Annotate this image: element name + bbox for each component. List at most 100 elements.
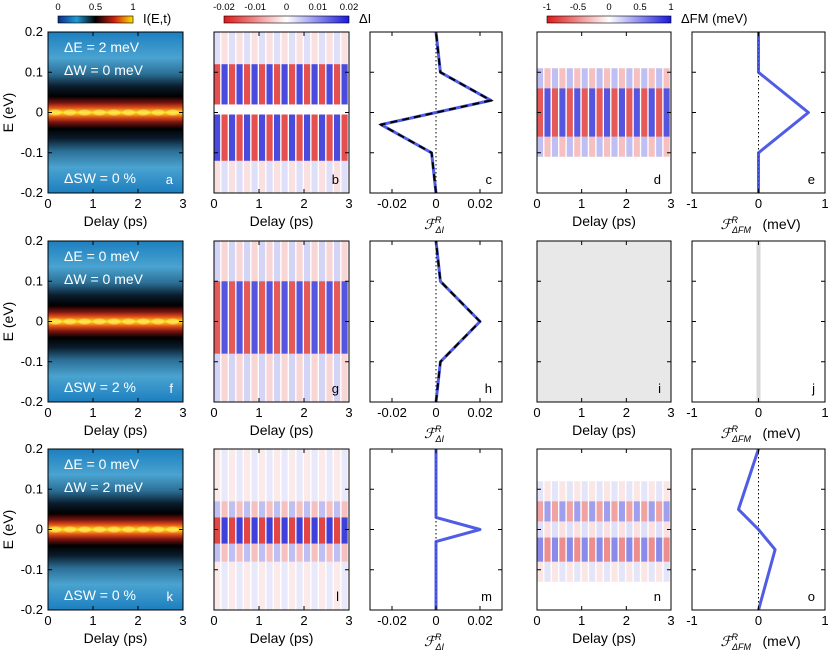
panel-letter: c [486,172,493,187]
y-axis-label: E (eV) [0,510,16,550]
profile-curve-fit [378,31,494,194]
x-tick-label: 3 [179,405,186,420]
x-tick-label: 0 [533,613,540,628]
x-axis-label: Delay (ps) [84,213,148,229]
colorbar-tick: -0.02 [213,2,235,13]
profile-curve [737,448,777,611]
x-axis-label: ℱR ΔI [424,424,445,444]
colorbar-dI [223,15,350,24]
x-tick-label: 0 [432,613,439,628]
x-axis-unit: (meV) [763,633,801,649]
difference-map [537,32,671,193]
x-tick-label: 1 [578,196,585,211]
x-tick-label: 0 [44,196,51,211]
x-tick-label: 0.02 [467,196,492,211]
x-tick-label: 1 [89,613,96,628]
panel-letter: j [811,381,815,396]
colorbar-tick: 0.5 [633,2,646,13]
param-delta-sw: ΔSW = 0 % [64,170,136,186]
y-tick-label: 0.2 [25,233,43,248]
x-tick-label: 2 [134,405,141,420]
x-tick-label: 3 [179,196,186,211]
colorbar-tick: 0 [284,2,289,13]
y-tick-label: 0 [36,522,43,537]
colorbar-tick: -1 [543,2,551,13]
colorbar-label: ΔFM (meV) [681,11,747,26]
x-tick-label: -1 [686,405,698,420]
x-tick-label: 0 [755,405,762,420]
param-delta-sw: ΔSW = 2 % [64,379,136,395]
panel-letter: b [332,172,339,187]
panel-letter: k [167,589,174,604]
x-axis-unit: (meV) [763,425,801,441]
x-axis-label: Delay (ps) [84,422,148,438]
colorbar-tick: -0.01 [244,2,266,13]
x-tick-label: 1 [89,405,96,420]
x-tick-label: 0.02 [467,613,492,628]
x-tick-label: 2 [300,196,307,211]
param-delta-e: ΔE = 0 meV [64,248,140,264]
colorbar-dFM [546,15,672,24]
difference-map [214,32,349,193]
panel-letter: f [169,381,173,396]
x-tick-label: 1 [255,405,262,420]
x-tick-label: 0 [210,613,217,628]
difference-map [537,449,671,610]
x-tick-label: 0 [210,196,217,211]
param-delta-w: ΔW = 0 meV [64,62,144,78]
x-tick-label: 2 [300,613,307,628]
intensity-map [48,32,183,193]
colorbar-label: I(E,t) [143,11,171,26]
x-tick-label: 1 [255,196,262,211]
param-delta-w: ΔW = 0 meV [64,271,144,287]
x-axis-label: ℱR ΔFM [721,632,752,652]
x-tick-label: 0 [432,196,439,211]
x-axis-unit: (meV) [763,216,801,232]
param-delta-w: ΔW = 2 meV [64,479,144,495]
intensity-map [48,241,183,402]
x-tick-label: -0.02 [377,613,407,628]
colorbar-label: ΔI [359,11,371,26]
x-tick-label: 3 [345,196,352,211]
y-tick-label: 0.1 [25,481,43,496]
x-tick-label: 2 [134,196,141,211]
x-tick-label: 0 [533,196,540,211]
param-delta-e: ΔE = 2 meV [64,39,140,55]
x-tick-label: 2 [623,405,630,420]
y-tick-label: 0.1 [25,64,43,79]
colorbar-tick: 1 [130,2,135,13]
profile-curve [434,240,482,403]
y-tick-label: 0.2 [25,441,43,456]
colorbar-tick: 0.02 [340,2,359,13]
y-tick-label: 0.1 [25,273,43,288]
x-tick-label: 2 [623,196,630,211]
y-axis-label: E (eV) [0,93,16,133]
y-tick-label: 0 [36,314,43,329]
panel-letter: l [336,589,339,604]
x-tick-label: 1 [255,613,262,628]
x-tick-label: 1 [89,196,96,211]
panel-letter: h [485,381,492,396]
x-tick-label: 2 [300,405,307,420]
x-tick-label: 3 [345,613,352,628]
x-tick-label: 0 [755,613,762,628]
param-delta-sw: ΔSW = 0 % [64,587,136,603]
colorbar-tick: 1 [668,2,673,13]
x-tick-label: 0 [210,405,217,420]
difference-map [537,241,671,402]
profile-curve [757,32,810,193]
x-tick-label: 2 [134,613,141,628]
panel-letter: d [654,172,661,187]
x-axis-label: ℱR ΔI [424,632,445,652]
x-axis-label: ℱR ΔI [424,215,445,235]
y-tick-label: -0.2 [21,185,43,200]
y-tick-label: -0.1 [21,562,43,577]
difference-map [214,241,349,402]
colorbar-tick: 0.5 [89,2,102,13]
y-tick-label: -0.1 [21,145,43,160]
x-tick-label: -1 [686,196,698,211]
x-tick-label: 3 [345,405,352,420]
panel-letter: i [658,381,661,396]
difference-map [214,449,349,610]
colorbar-tick: 0.01 [309,2,328,13]
